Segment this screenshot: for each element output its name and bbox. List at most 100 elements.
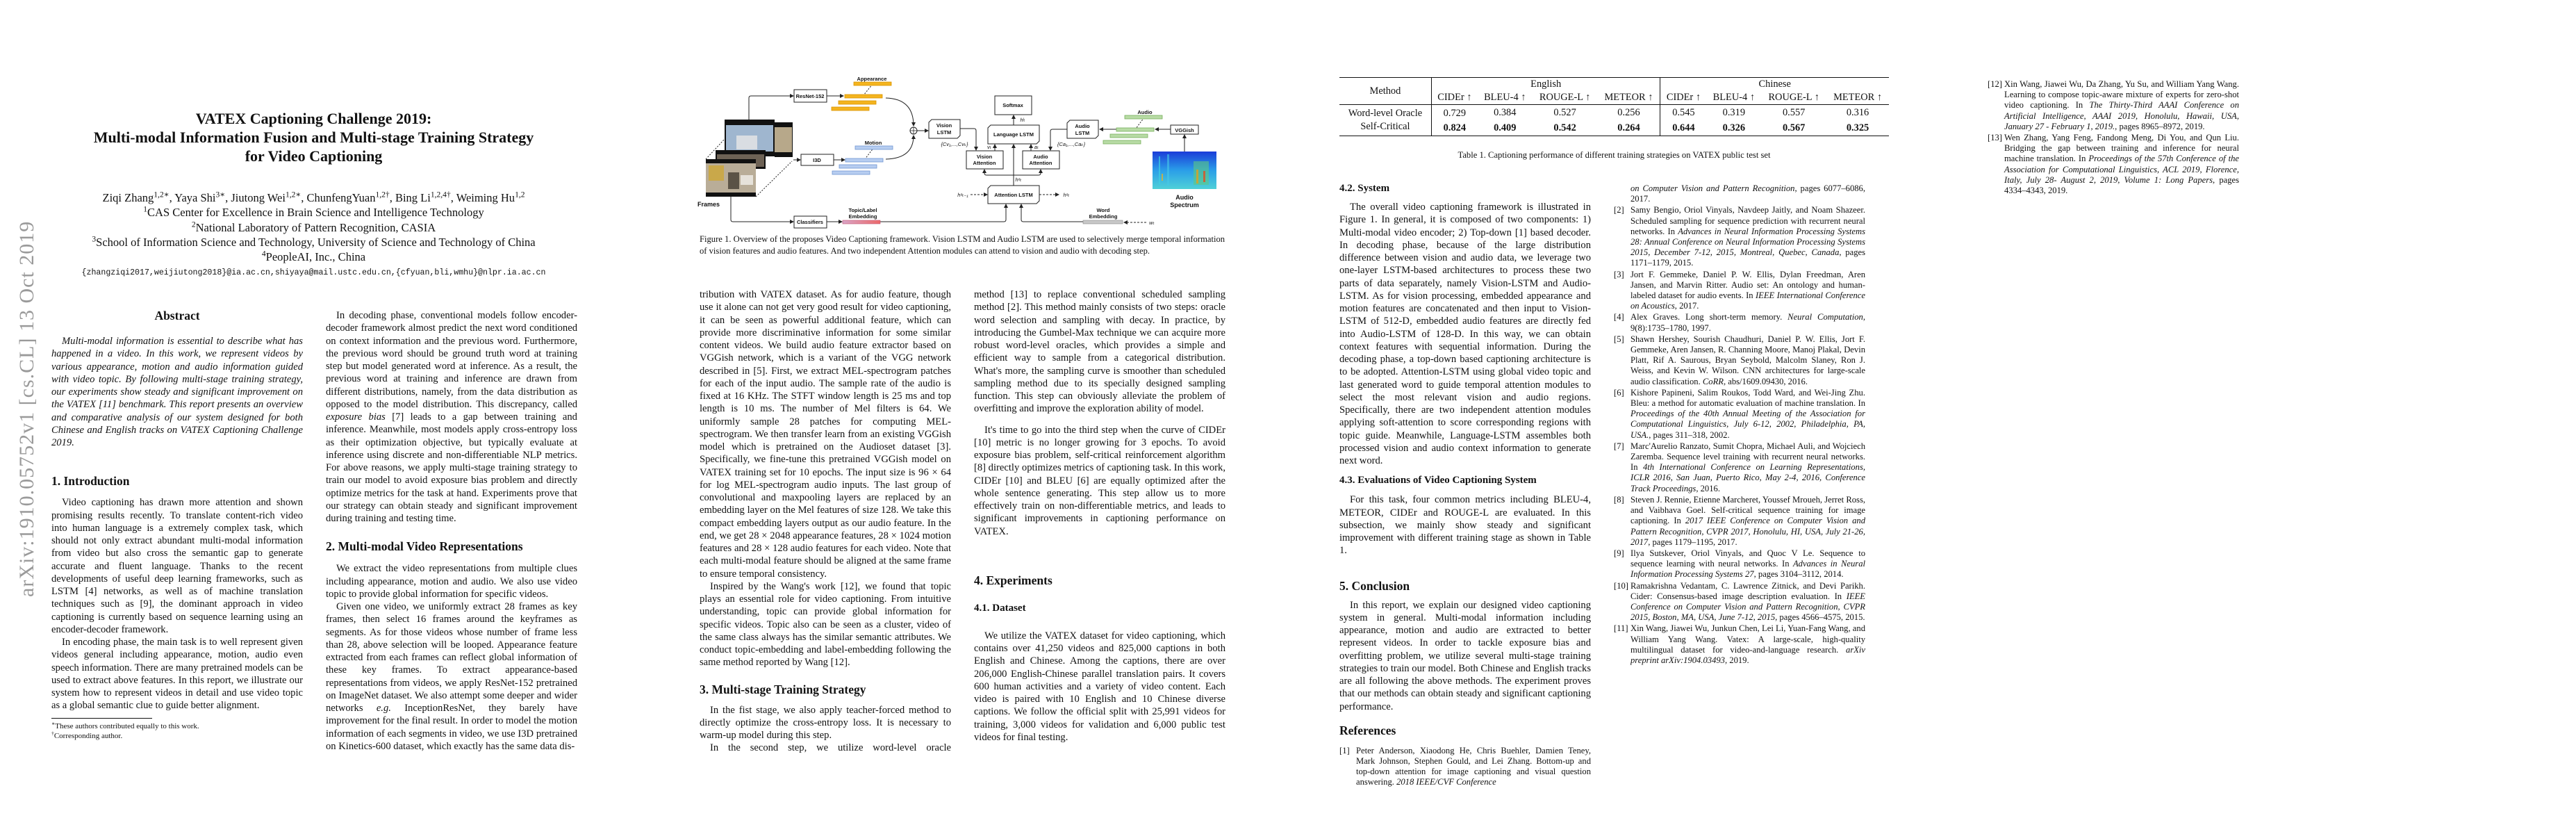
author-list: Ziqi Zhang1,2∗, Yaya Shi3∗, Jiutong Wei1… [51,190,576,205]
ha-mid-label: hᵃₜ [1015,177,1021,183]
group-header-chinese: Chinese [1660,77,1889,91]
vision-lstm-box [928,119,961,139]
frames-label: Frames [697,201,720,208]
language-lstm-box [987,124,1040,145]
cell: 0.325 [1826,120,1889,136]
classifiers-label: Classifiers [797,219,823,225]
training-strategy-text: In the fist stage, we also apply teacher… [700,704,951,755]
reference-item: [2] Samy Bengio, Oriol Vinyals, Navdeep J… [1614,205,1865,268]
affiliation: 2National Laboratory of Pattern Recognit… [191,220,436,234]
reference-item: [12] Xin Wang, Jiawei Wu, Da Zhang, Yu Su… [1988,79,2239,131]
paragraph: In the second step, we utilize word-leve… [710,742,951,754]
table-1-caption: Table 1. Captioning performance of diffe… [1458,150,1771,160]
reference-item-continued: on Computer Vision and Pattern Recogniti… [1630,183,1865,204]
paragraph: In encoding phase, the main task is to w… [51,637,303,712]
paragraph: tribution with VATEX dataset. As for aud… [700,289,951,580]
paragraph: method [13] to replace conventional sche… [974,289,1225,415]
reference-item: [10] Ramakrishna Vedantam, C. Lawrence Zi… [1614,580,1865,623]
paragraph: We extract the video representations fro… [326,563,577,600]
table-header-row: Method English Chinese [1339,77,1889,105]
page1-left-column: Abstract Multi-modal information is esse… [51,308,303,741]
author: Ziqi Zhang1,2∗, [102,190,175,204]
metric-header: BLEU-4 ↑ [1712,92,1756,103]
spectrum-label-1: Audio [1175,194,1194,201]
representations-text: We extract the video representations fro… [326,562,577,753]
subsection-heading-system: 4.2. System [1339,183,1390,194]
metric-header: METEOR ↑ [1604,92,1653,103]
reference-item: [13] Wen Zhang, Yang Feng, Fandong Meng, … [1988,133,2239,196]
cell: 0.729 [1430,104,1478,120]
subsection-heading-dataset: 4.1. Dataset [974,602,1026,614]
classifiers-box [793,215,827,229]
cell: 0.567 [1761,120,1827,136]
section-heading-experiments: 4. Experiments [974,573,1052,587]
group-header-english: English [1430,77,1660,91]
author-emails: {zhangziqi2017,weijiutong2018}@ia.ac.cn,… [81,268,546,278]
author: Yaya Shi3∗, [174,190,231,204]
audio-attention-label-1: Audio [1033,154,1048,160]
paragraph: In this report, we explain our designed … [1339,599,1591,712]
metric-header: ROUGE-L ↑ [1539,92,1591,103]
vision-attention-label-1: Vision [977,154,993,160]
topic-embedding-bar [842,220,881,224]
metric-header: BLEU-4 ↑ [1484,92,1526,103]
spectrum-label-2: Spectrum [1170,202,1199,208]
footnote-rule [51,717,152,719]
table-metric-row: CIDEr ↑ BLEU-4 ↑ ROUGE-L ↑ METEOR ↑ CIDE… [1339,91,1889,105]
cell: 0.824 [1430,120,1478,136]
arrow-ha-to-vision-attention [982,169,1014,176]
cell: 0.319 [1706,104,1762,120]
arrow-motion-to-fusion [885,135,916,160]
affiliation: 1CAS Center for Excellence in Brain Scie… [143,205,484,220]
metric-header: METEOR ↑ [1833,92,1883,103]
paragraph: Inspired by the Wang's work [12], we fou… [700,580,951,669]
dataset-text: We utilize the VATEX dataset for video c… [974,630,1225,744]
softmax-label: Softmax [1002,102,1023,108]
reference-item: [8] Steven J. Rennie, Etienne Marcheret, … [1614,494,1865,547]
section-heading-introduction: 1. Introduction [51,474,130,489]
at-label: aₜ [1034,144,1039,150]
cell: 0.644 [1660,120,1707,136]
arrow-vision-lstm-to-attention [960,128,978,151]
figure-1-caption: Figure 1. Overview of the proposes Video… [700,234,1225,256]
ca-label: {Ca₁,...,Caₖ} [1057,141,1086,147]
audio-label: Audio [1137,109,1153,115]
language-lstm-label: Language LSTM [993,131,1034,138]
arxiv-stamp: arXiv:1910.05752v1 [cs.CL] 13 Oct 2019 [15,220,38,597]
author: Bing Li1,2,4†, [395,190,456,204]
topic-label-1: Topic/Label [848,207,877,213]
abstract-paragraph: Multi-modal information is essential to … [51,336,303,448]
vggish-box [1170,124,1199,135]
introduction-text: Video captioning has drawn more attentio… [51,496,303,712]
section-heading-training-strategy: 3. Multi-stage Training Strategy [700,682,866,696]
paragraph: The overall video captioning framework i… [1339,202,1591,466]
ha-out-label: hᵃₜ [1063,192,1069,198]
paragraph: We utilize the VATEX dataset for video c… [974,630,1225,743]
page2-column1: tribution with VATEX dataset. As for aud… [700,288,951,755]
appearance-dash [863,83,873,96]
softmax-box [994,95,1032,115]
paragraph: In decoding phase, conventional models f… [326,310,577,524]
affiliation: 4PeopleAI, Inc., China [261,250,366,264]
motion-dash [864,147,875,160]
author: ChunfengYuan1,2†, [306,190,395,204]
appearance-feature-bars [831,81,892,111]
paragraph: Given one video, we uniformly extract 28… [326,601,577,752]
section-heading-references: References [1339,723,1396,737]
wt-label: wₜ [1149,220,1155,226]
results-table: Method English Chinese CIDEr ↑ BLEU-4 ↑ … [1339,77,1889,136]
audio-spectrogram [1153,152,1216,189]
cell: 0.316 [1826,104,1889,120]
reference-item: [9] Ilya Sutskever, Oriol Vinyals, and Qu… [1614,548,1865,580]
reference-item: [4] Alex Graves. Long short-term memory. … [1614,312,1865,333]
affiliation: 3School of Information Science and Techn… [92,235,536,249]
appearance-label: Appearance [857,76,887,82]
motion-feature-bars [832,145,893,175]
footnote: ∗These authors contributed equally to th… [51,719,199,730]
audio-attention-box [1022,150,1060,170]
cell: 0.557 [1761,104,1827,120]
reference-list-part-1: [1] Peter Anderson, Xiaodong He, Chris Bu… [1339,746,1591,788]
reference-item: [6] Kishore Papineni, Salim Roukos, Todd … [1614,387,1865,440]
evaluations-text: For this task, four common metrics inclu… [1339,493,1591,557]
word-label-2: Embedding [1089,213,1118,220]
